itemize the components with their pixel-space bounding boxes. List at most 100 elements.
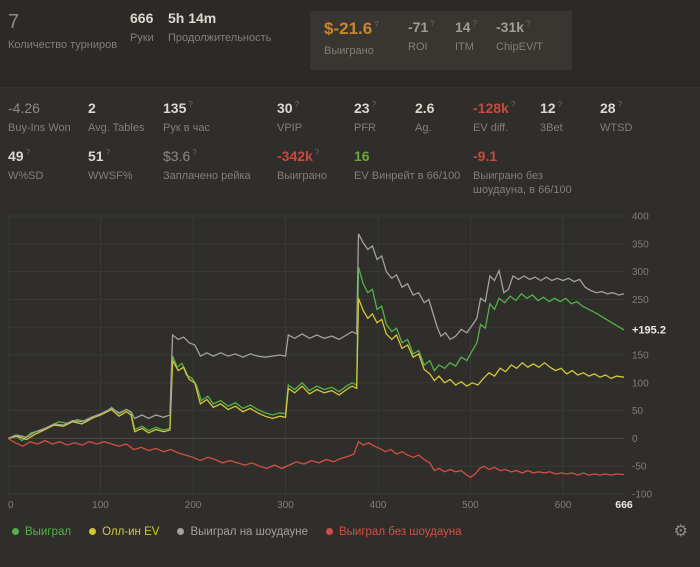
svg-text:400: 400 — [632, 211, 649, 222]
legend-label: Выиграл — [25, 525, 72, 538]
value-text: $-21.6 — [324, 19, 373, 38]
value-text: 49 — [8, 147, 24, 164]
settings-gear-icon[interactable]: ⚙ — [673, 522, 688, 540]
svg-text:100: 100 — [632, 378, 649, 389]
stat-nonshowdown-winnings: -9.1 Выиграно без шоудауна, в 66/100 — [473, 148, 658, 198]
stat-value: 49? — [8, 147, 88, 164]
stat-wwsf: 51? WWSF% — [88, 147, 163, 198]
stat-value: 2 — [88, 100, 163, 116]
stat-value: 51? — [88, 147, 163, 164]
svg-text:350: 350 — [632, 239, 649, 250]
stat-hint-marker: ? — [294, 100, 300, 110]
stat-label: Продолжительность — [168, 32, 272, 45]
legend-label: Олл-ин EV — [102, 525, 160, 538]
stat-label: Количество турниров — [8, 39, 118, 51]
value-text: 7 — [8, 11, 20, 33]
value-text: -4.26 — [8, 100, 40, 116]
value-text: 51 — [88, 147, 104, 164]
stat-value: -71? — [408, 19, 455, 35]
stat-label: W%SD — [8, 170, 44, 183]
stat-ev-diff: -128k? EV diff. — [473, 100, 540, 136]
stat-value: -4.26 — [8, 100, 88, 116]
chart-area: 400 350 300 250 150 100 50 0 -50 -100 +195.2 0 100 20… — [0, 210, 700, 517]
chart-legend: Выиграл Олл-ин EV Выиграл на шоудауне Вы… — [0, 517, 700, 540]
legend-label: Выиграл без шоудауна — [338, 525, 462, 538]
legend-item[interactable]: Олл-ин EV — [89, 526, 159, 538]
stat-hint-marker: ? — [430, 19, 435, 29]
stat-buyins-won: -4.26 Buy-Ins Won — [8, 100, 88, 136]
stat-value: -31k? — [496, 19, 558, 35]
stat-label: Рук в час — [163, 122, 210, 135]
svg-text:-100: -100 — [632, 489, 652, 500]
stat-value: -342k? — [277, 147, 354, 164]
value-text: 14 — [455, 19, 471, 35]
stats-row-secondary: -4.26 Buy-Ins Won 2 Avg. Tables 135? Рук… — [0, 100, 700, 136]
stat-hint-marker: ? — [374, 20, 379, 30]
series-color-dot — [89, 528, 97, 536]
stat-wtsd: 28? WTSD — [600, 100, 632, 136]
svg-text:+195.2: +195.2 — [632, 324, 666, 336]
stat-aggression: 2.6 Ag. — [415, 100, 473, 136]
legend-item[interactable]: Выиграл на шоудауне — [177, 526, 308, 538]
value-text: $3.6 — [163, 147, 191, 164]
winnings-summary-panel: $-21.6? Выиграно -71? ROI 14? ITM -31k? … — [310, 11, 572, 70]
stat-label: Выиграно — [324, 44, 374, 57]
value-text: 30 — [277, 100, 293, 116]
value-text: 12 — [540, 100, 556, 116]
svg-text:666: 666 — [615, 499, 633, 511]
stat-value: -128k? — [473, 100, 540, 116]
stat-hint-marker: ? — [188, 100, 193, 110]
stat-label: ITM — [455, 41, 474, 54]
value-text: 2 — [88, 100, 96, 116]
stat-value: 14? — [455, 19, 496, 35]
stat-winnings: $-21.6? Выиграно — [324, 19, 408, 58]
svg-text:200: 200 — [185, 500, 202, 511]
stat-label: WWSF% — [88, 170, 133, 183]
stat-label: Руки — [130, 32, 154, 45]
svg-text:500: 500 — [462, 500, 479, 511]
value-text: -71 — [408, 19, 429, 35]
legend-label: Выиграл на шоудауне — [190, 525, 308, 538]
stat-label: VPIP — [277, 122, 303, 135]
stat-value: $3.6? — [163, 147, 277, 164]
value-text: 28 — [600, 100, 616, 116]
stat-hint-marker: ? — [617, 100, 623, 110]
stat-hint-marker: ? — [25, 148, 31, 158]
value-text: 2.6 — [415, 100, 435, 116]
stat-label: Выиграно без шоудауна, в 66/100 — [473, 170, 572, 197]
stat-chipev: -31k? ChipEV/T — [496, 19, 558, 58]
stat-value: 5h 14m — [168, 10, 300, 26]
legend-item[interactable]: Выиграл без шоудауна — [325, 525, 462, 538]
stat-3bet: 12? 3Bet — [540, 100, 600, 136]
value-text: 135 — [163, 100, 187, 116]
legend-item[interactable]: Выиграл — [12, 526, 71, 538]
svg-text:600: 600 — [555, 500, 572, 511]
stat-label: Buy-Ins Won — [8, 122, 71, 135]
stat-value: 7 — [8, 11, 130, 33]
stat-value: $-21.6? — [324, 19, 408, 39]
stat-avg-tables: 2 Avg. Tables — [88, 100, 163, 136]
svg-text:100: 100 — [92, 500, 109, 511]
stat-ev-winrate: 16 EV Винрейт в 66/100 — [354, 148, 473, 198]
stat-label: Заплачено рейка — [163, 170, 251, 183]
stat-value: 2.6 — [415, 100, 473, 116]
stat-label: Ag. — [415, 122, 432, 135]
svg-text:0: 0 — [632, 434, 638, 445]
svg-text:300: 300 — [277, 500, 294, 511]
stats-row-tertiary: 49? W%SD 51? WWSF% $3.6? Заплачено рейка… — [0, 147, 700, 198]
stat-label: Выиграно — [277, 170, 327, 183]
svg-text:400: 400 — [370, 500, 387, 511]
stat-tournaments: 7 Количество турниров — [8, 11, 130, 52]
stat-hint-marker: ? — [192, 148, 197, 158]
value-text: -342k — [277, 147, 313, 164]
stat-label: ROI — [408, 41, 428, 54]
stat-label: EV Винрейт в 66/100 — [354, 170, 461, 183]
value-text: 23 — [354, 100, 370, 116]
stat-winnings-chips: -342k? Выиграно — [277, 147, 354, 198]
stat-value: 16 — [354, 148, 473, 164]
series-color-dot — [12, 528, 19, 536]
stat-vpip: 30? VPIP — [277, 100, 354, 136]
stat-hint-marker: ? — [314, 148, 320, 158]
value-text: -31k — [496, 19, 525, 35]
